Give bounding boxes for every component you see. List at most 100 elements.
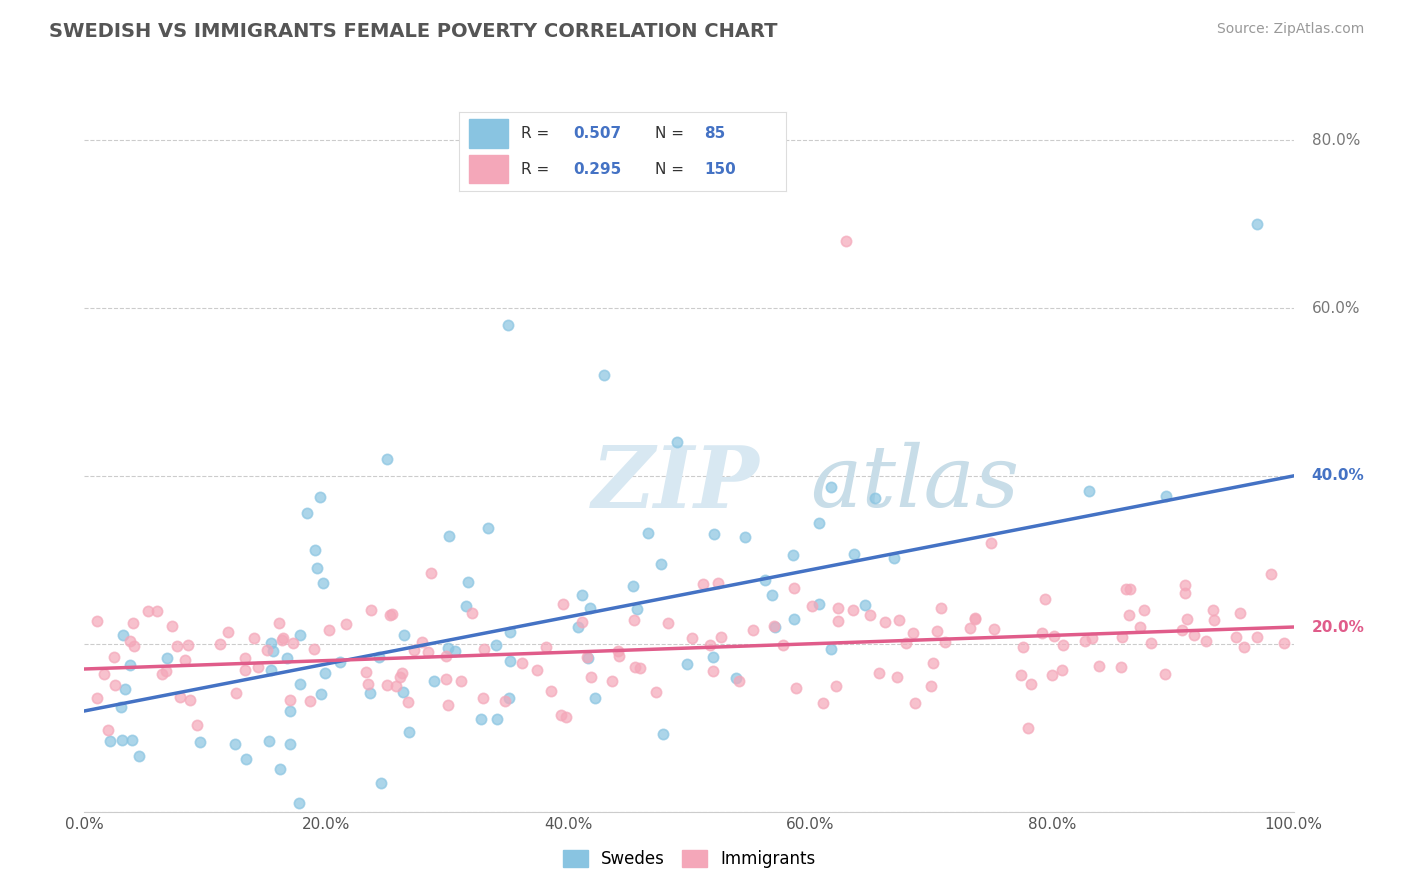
Point <box>1260 567 1282 582</box>
Point <box>356 677 378 691</box>
Point <box>555 710 578 724</box>
Point <box>1031 626 1053 640</box>
Point <box>173 652 195 666</box>
Point <box>472 691 495 706</box>
Point <box>498 691 520 706</box>
Point <box>1119 582 1142 596</box>
Point <box>1154 490 1177 504</box>
Point <box>820 480 842 494</box>
Point <box>1202 603 1225 617</box>
Point <box>593 368 616 383</box>
Point <box>278 692 301 706</box>
Point <box>579 601 602 615</box>
Text: 40.0%: 40.0% <box>1312 468 1364 483</box>
Point <box>111 732 134 747</box>
Point <box>835 234 858 248</box>
Point <box>571 588 593 602</box>
Point <box>1153 666 1175 681</box>
Point <box>309 490 332 504</box>
Point <box>359 686 381 700</box>
Point <box>454 599 477 613</box>
Point <box>318 624 340 638</box>
Point <box>260 664 283 678</box>
Point <box>576 650 599 665</box>
Point <box>1140 636 1163 650</box>
Point <box>927 624 949 638</box>
Point <box>485 712 508 726</box>
Point <box>354 665 377 679</box>
Point <box>1274 636 1296 650</box>
Point <box>534 640 557 654</box>
Point <box>1010 667 1032 681</box>
Point <box>510 657 533 671</box>
Point <box>1012 640 1035 655</box>
Point <box>235 752 257 766</box>
Point <box>1175 612 1198 626</box>
Point <box>470 712 492 726</box>
Point <box>169 690 191 705</box>
Point <box>813 696 835 710</box>
Point <box>863 491 886 506</box>
Point <box>434 672 457 686</box>
Text: 20.0%: 20.0% <box>1312 620 1365 634</box>
Point <box>657 616 679 631</box>
Point <box>368 649 391 664</box>
Point <box>875 615 897 629</box>
Point <box>437 698 460 712</box>
Point <box>626 602 648 616</box>
Point <box>652 726 675 740</box>
Point <box>1229 606 1251 620</box>
Point <box>887 613 910 627</box>
Point <box>1074 634 1097 648</box>
Point <box>411 635 433 649</box>
Point <box>271 633 294 648</box>
Point <box>156 651 179 665</box>
Point <box>110 700 132 714</box>
Point <box>461 606 484 620</box>
Point <box>104 678 127 692</box>
Point <box>423 674 446 689</box>
Point <box>477 521 499 535</box>
Point <box>983 622 1005 636</box>
Point <box>825 680 848 694</box>
Point <box>820 642 842 657</box>
Point <box>457 574 479 589</box>
Point <box>1017 721 1039 735</box>
Point <box>929 601 952 615</box>
Point <box>665 435 688 450</box>
Point <box>419 566 441 580</box>
Point <box>808 597 831 611</box>
Point <box>434 648 457 663</box>
Point <box>160 619 183 633</box>
Point <box>1050 663 1073 677</box>
Point <box>247 660 270 674</box>
Point <box>807 516 830 530</box>
Point <box>571 615 593 629</box>
Point <box>276 651 298 665</box>
Point <box>93 667 115 681</box>
Point <box>728 674 751 689</box>
Point <box>217 625 239 640</box>
Point <box>607 649 630 664</box>
Point <box>1194 634 1216 648</box>
Point <box>495 694 517 708</box>
Point <box>550 708 572 723</box>
Point <box>86 691 108 706</box>
Point <box>111 628 134 642</box>
Point <box>896 636 918 650</box>
Point <box>436 641 458 656</box>
Text: 80.0%: 80.0% <box>1312 133 1360 147</box>
Point <box>499 654 522 668</box>
Point <box>710 630 733 644</box>
Point <box>260 636 283 650</box>
Point <box>360 603 382 617</box>
Point <box>370 776 392 790</box>
Point <box>380 608 402 623</box>
Point <box>1171 623 1194 637</box>
Point <box>783 581 806 595</box>
Point <box>118 657 141 672</box>
Point <box>754 573 776 587</box>
Point <box>650 557 672 571</box>
Point <box>335 617 357 632</box>
Point <box>485 638 508 652</box>
